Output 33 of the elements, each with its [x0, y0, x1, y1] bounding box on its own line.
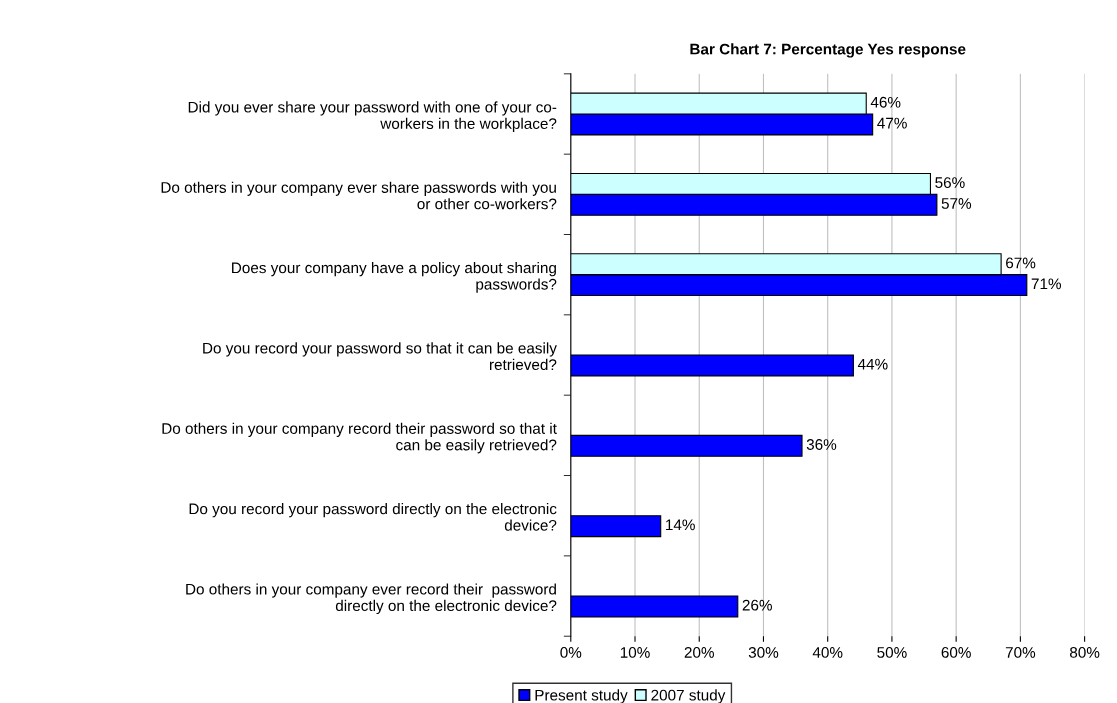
data-label: 56%: [935, 177, 965, 188]
data-label: 47%: [877, 117, 907, 129]
y-tick-label: Did you ever share your password with one of your co- workers in the workplace?: [188, 101, 557, 133]
bar: [570, 354, 854, 377]
x-tick-label: 0%: [560, 647, 582, 658]
data-label: 71%: [1031, 278, 1061, 290]
y-tick-label: Does your company have a policy about sharing passwords?: [232, 262, 557, 293]
x-tick-label: 70%: [1005, 647, 1036, 658]
y-tick-label: Do others in your company record their password so that it can be easily retrieved?: [162, 422, 557, 454]
x-tick-label: 10%: [620, 647, 650, 658]
y-tick-label: Do you record your password directly on the electronic device?: [189, 503, 557, 531]
data-label: 44%: [857, 358, 888, 370]
legend-label: Present study: [535, 689, 628, 703]
x-tick-label: 80%: [1069, 647, 1100, 658]
data-label: 57%: [941, 198, 972, 209]
y-tick-label: Do others in your company ever record their password directly on the electronic device?: [186, 583, 557, 615]
x-tick-label: 60%: [941, 647, 971, 658]
data-label: 26%: [742, 599, 772, 611]
data-label: 67%: [1006, 257, 1036, 269]
data-label: 46%: [870, 96, 901, 108]
x-tick-label: 40%: [812, 647, 843, 658]
y-tick-label: Do others in your company ever share passwords with you or other co-workers?: [161, 181, 557, 210]
bar: [570, 515, 662, 538]
chart-title: Bar Chart 7: Percentage Yes response: [690, 43, 966, 58]
legend-label: 2007 study: [651, 689, 726, 703]
x-tick-label: 20%: [684, 647, 714, 658]
bar: [570, 434, 803, 457]
x-tick-label: 30%: [748, 647, 779, 658]
data-label: 36%: [806, 439, 837, 450]
x-tick-label: 50%: [877, 647, 907, 658]
y-tick-label: Do you record your password so that it can be easily retrieved?: [203, 342, 557, 371]
data-label: 14%: [666, 519, 695, 531]
bar: [570, 595, 739, 618]
